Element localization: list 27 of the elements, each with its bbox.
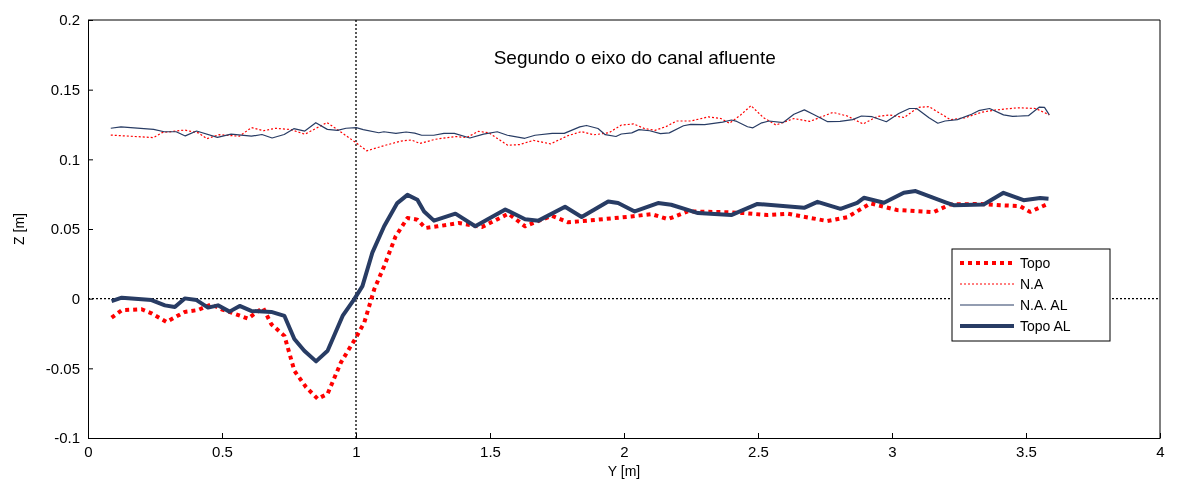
y-tick-label: 0.2: [59, 11, 80, 29]
x-tick-label: 1: [352, 442, 361, 460]
line-series: [109, 189, 1051, 364]
legend-label: Topo: [1020, 255, 1051, 271]
line-series: [109, 201, 1049, 401]
y-tick-label: -0.05: [45, 359, 80, 377]
legend-label: N.A. AL: [1020, 297, 1068, 313]
y-axis-title: Z [m]: [11, 213, 27, 245]
y-tick-label: -0.1: [54, 429, 80, 447]
x-tick-label: 2.5: [748, 442, 769, 460]
annotation: Segundo o eixo do canal afluente: [493, 47, 776, 68]
x-tick-label: 3.5: [1016, 442, 1037, 460]
x-tick-label: 0: [84, 442, 93, 460]
legend-label: N.A: [1020, 276, 1044, 292]
x-tick-label: 4: [1156, 442, 1165, 460]
x-tick-label: 2: [620, 442, 629, 460]
x-axis-title: Y [m]: [607, 463, 641, 479]
legend-label: Topo AL: [1020, 318, 1071, 334]
y-tick-label: 0.05: [50, 220, 80, 238]
line-series: [110, 106, 1050, 139]
y-tick-label: 0: [71, 289, 80, 307]
y-tick-label: 0.1: [59, 150, 80, 168]
x-tick-label: 1.5: [480, 442, 501, 460]
y-tick-label: 0.15: [50, 80, 80, 98]
line-series: [110, 105, 1050, 152]
x-tick-label: 0.5: [212, 442, 233, 460]
x-tick-label: 3: [888, 442, 897, 460]
